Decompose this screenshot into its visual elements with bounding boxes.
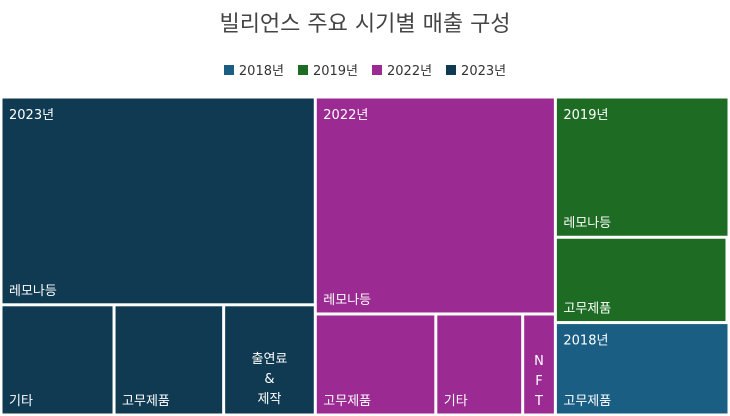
cell-2022-레모나등[interactable]: [316, 98, 554, 313]
legend-label-2018: 2018년: [238, 64, 284, 79]
legend-item-2019[interactable]: 2019년: [297, 60, 358, 79]
group-header-2023: 2023년: [9, 108, 54, 123]
group-header-2019: 2019년: [563, 108, 608, 123]
group-header-2022: 2022년: [323, 108, 368, 123]
cell-label-2022-0: 고무제품: [323, 394, 371, 409]
cell-label-2023-0: 기타: [9, 394, 33, 409]
cell-label-2023-2: 출연료 & 제작: [252, 352, 288, 407]
chart-title: 빌리언스 주요 시기별 매출 구성: [219, 12, 511, 37]
cell-2023-0[interactable]: [2, 306, 113, 414]
cell-2019-고무제품[interactable]: [556, 238, 726, 322]
cell-2022-2[interactable]: [524, 315, 554, 414]
cell-2023-2[interactable]: [225, 306, 314, 414]
cell-2018-고무제품[interactable]: [556, 324, 728, 414]
cell-label-2018-고무제품: 고무제품: [563, 394, 611, 409]
cell-label-2019-고무제품: 고무제품: [563, 302, 611, 317]
legend-swatch-2018: [223, 64, 234, 75]
legend-label-2022: 2022년: [387, 64, 433, 79]
legend-swatch-2023: [446, 64, 457, 75]
legend-item-2023[interactable]: 2023년: [446, 60, 506, 79]
cell-label-2022-1: 기타: [444, 394, 468, 409]
legend-swatch-2019: [297, 64, 308, 75]
cell-label-2023-레모나등: 레모나등: [9, 284, 57, 299]
legend-item-2022[interactable]: 2022년: [372, 60, 432, 79]
cell-2022-1[interactable]: [437, 315, 522, 414]
legend-label-2019: 2019년: [312, 64, 358, 79]
cell-label-2022-레모나등: 레모나등: [323, 293, 371, 308]
cell-label-2023-1: 고무제품: [122, 394, 170, 409]
cell-label-2019-레모나등: 레모나등: [563, 216, 611, 231]
legend-label-2023: 2023년: [461, 64, 507, 79]
cell-2023-1[interactable]: [115, 306, 223, 414]
group-header-2018: 2018년: [563, 334, 608, 349]
cell-2019-레모나등[interactable]: [556, 98, 728, 236]
cell-2022-0[interactable]: [316, 315, 435, 414]
cell-2023-레모나등[interactable]: [2, 98, 314, 304]
legend-swatch-2022: [372, 64, 382, 75]
legend-item-2018[interactable]: 2018년: [223, 60, 284, 79]
legend: 2018년 2019년 2022년 2023년: [0, 60, 730, 79]
